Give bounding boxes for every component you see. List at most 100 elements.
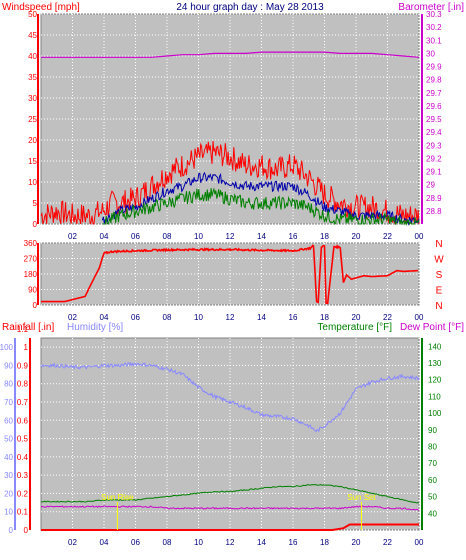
windspeed-axis-label: Windspeed [mph]: [2, 2, 80, 13]
y-tick-label-humidity: 10: [4, 508, 13, 517]
y-tick-label-humidity: 90: [4, 361, 13, 370]
compass-label: N: [435, 239, 442, 250]
y-tick-label-barometer: 29.5: [426, 115, 442, 124]
y-tick-label-barometer: 29.9: [426, 63, 442, 72]
y-tick-label-humidity: 60: [4, 416, 13, 425]
y-tick-label-temperature: 90: [428, 426, 437, 435]
y-tick-label-direction: 90: [28, 286, 37, 295]
y-tick-label-barometer: 29.6: [426, 102, 442, 111]
y-tick-label-humidity: 80: [4, 380, 13, 389]
y-tick-label-rainfall: 0.9: [17, 361, 29, 370]
chart-title: 24 hour graph day : May 28 2013: [176, 2, 324, 13]
wind-speed-line: [102, 187, 420, 226]
y-tick-label-rainfall: 0.5: [17, 435, 29, 444]
x-tick-label: 02: [68, 232, 77, 241]
y-tick-label-temperature: 100: [428, 409, 442, 418]
compass-label: E: [436, 286, 443, 297]
y-tick-label-wind: 0: [33, 220, 38, 229]
x-tick-label: 06: [131, 313, 140, 322]
wind-direction-line: [41, 244, 419, 305]
x-tick-label: 22: [383, 232, 392, 241]
y-tick-label-temperature: 140: [428, 342, 442, 351]
y-tick-label-temperature: 80: [428, 443, 437, 452]
y-tick-label-wind: 5: [33, 199, 38, 208]
y-tick-label-wind: 50: [28, 10, 37, 19]
sunset-marker-label: Sun Set: [347, 493, 376, 502]
y-tick-label-wind: 35: [28, 73, 37, 82]
barometer-axis-label: Barometer [.in]: [398, 2, 464, 13]
x-tick-label: 20: [352, 538, 361, 547]
y-tick-label-barometer: 29.2: [426, 154, 442, 163]
y-tick-label-barometer: 29.1: [426, 168, 442, 177]
humidity-axis-label: Humidity [%]: [67, 322, 123, 333]
y-tick-label-temperature: 110: [428, 392, 441, 401]
y-tick-label-temperature: 50: [428, 493, 437, 502]
x-tick-label: 04: [100, 313, 109, 322]
y-tick-label-humidity: 50: [4, 435, 13, 444]
y-tick-label-barometer: 30.1: [426, 36, 442, 45]
rainfall-axis-label: Rainfall [.in]: [2, 322, 54, 333]
y-tick-label-barometer: 28.8: [426, 207, 442, 216]
y-tick-label-rainfall: 0.3: [17, 471, 29, 480]
y-tick-label-rainfall: 0.8: [17, 380, 29, 389]
rainfall-line: [41, 523, 419, 531]
y-tick-label-rainfall: 0.7: [17, 398, 29, 407]
y-tick-label-direction: 270: [24, 255, 38, 264]
x-tick-label: 12: [226, 232, 235, 241]
x-tick-label: 12: [226, 313, 235, 322]
x-tick-label: 16: [289, 313, 298, 322]
y-tick-label-temperature: 60: [428, 476, 437, 485]
compass-label: N: [435, 301, 442, 312]
x-tick-label: 00: [415, 538, 424, 547]
y-tick-label-humidity: 70: [4, 398, 13, 407]
x-tick-label: 10: [194, 538, 203, 547]
x-tick-label: 14: [257, 313, 266, 322]
y-tick-label-barometer: 29.4: [426, 128, 442, 137]
x-tick-label: 08: [163, 538, 172, 547]
barometer-line: [41, 51, 420, 58]
y-tick-label-rainfall: 1: [24, 343, 29, 352]
compass-label: W: [434, 255, 444, 266]
x-tick-label: 18: [320, 232, 329, 241]
y-tick-label-barometer: 29.8: [426, 76, 442, 85]
wind-average-line: [101, 171, 420, 226]
y-tick-label-wind: 20: [28, 136, 37, 145]
y-tick-label-barometer: 28.9: [426, 194, 442, 203]
x-tick-label: 22: [383, 538, 392, 547]
x-tick-label: 04: [100, 232, 109, 241]
x-tick-label: 12: [226, 538, 235, 547]
y-tick-label-wind: 15: [28, 157, 37, 166]
x-tick-label: 02: [68, 313, 77, 322]
dew-point-axis-label: Dew Point [°F]: [400, 322, 464, 333]
x-tick-label: 18: [320, 313, 329, 322]
x-tick-label: 20: [352, 232, 361, 241]
x-tick-label: 04: [100, 538, 109, 547]
x-tick-label: 18: [320, 538, 329, 547]
x-tick-label: 08: [163, 232, 172, 241]
sunrise-marker-label: Sun Rise: [101, 493, 134, 502]
y-tick-label-barometer: 29.7: [426, 89, 442, 98]
x-tick-label: 00: [415, 232, 424, 241]
y-tick-label-wind: 45: [28, 31, 37, 40]
y-tick-label-rainfall: 1.1: [17, 325, 29, 334]
y-tick-label-temperature: 120: [428, 376, 442, 385]
y-tick-label-humidity: 100: [0, 343, 14, 352]
y-tick-label-barometer: 30: [426, 49, 435, 58]
x-tick-label: 02: [68, 538, 77, 547]
y-tick-label-direction: 360: [24, 239, 38, 248]
y-tick-label-humidity: 40: [4, 453, 13, 462]
y-tick-label-rainfall: 0.6: [17, 416, 29, 425]
y-tick-label-barometer: 30.2: [426, 23, 442, 32]
y-tick-label-rainfall: 0: [24, 526, 29, 535]
compass-label: S: [436, 270, 443, 281]
x-tick-label: 16: [289, 232, 298, 241]
y-tick-label-barometer: 29.3: [426, 141, 442, 150]
x-tick-label: 08: [163, 313, 172, 322]
y-tick-label-wind: 25: [28, 115, 37, 124]
x-tick-label: 22: [383, 313, 392, 322]
temperature-line: [40, 483, 420, 504]
y-tick-label-direction: 180: [24, 270, 38, 279]
humidity-line: [40, 361, 420, 433]
